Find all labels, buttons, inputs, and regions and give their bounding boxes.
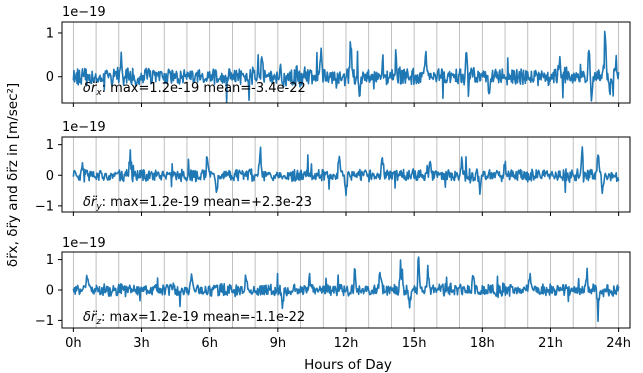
y-axis-label: δr̈x, δr̈y and δr̈z in [m/sec²] [5, 83, 21, 267]
x-tick-label: 18h [470, 336, 495, 351]
series-line-bottom [72, 256, 620, 323]
offset-label: 1e−19 [62, 120, 106, 135]
panels: 1 0 1e−19 δr̈x: max=1.2e-19 mean=-3.4e-22 1 0… [35, 5, 631, 332]
y-tick-label: 1 [46, 138, 54, 153]
x-axis-label: Hours of Day [304, 357, 392, 373]
x-tick-label: 21h [538, 336, 563, 351]
x-tick-label: 9h [270, 336, 287, 351]
panel-bottom: 1 0 −1 1e−19 δr̈z: max=1.2e-19 mean=-1.1e-22 [35, 236, 631, 332]
series-line-top [72, 30, 620, 104]
stats-annotation: δr̈y: max=1.2e-19 mean=+2.3e-23 [83, 195, 312, 212]
series-line-middle [72, 146, 620, 197]
y-tick-label: 0 [46, 70, 54, 85]
offset-label: 1e−19 [62, 236, 106, 251]
y-tick-label: 1 [46, 26, 54, 41]
y-tick-label: −1 [35, 199, 54, 214]
y-tick-label: 0 [46, 284, 54, 299]
x-tick-label: 15h [402, 336, 427, 351]
x-tick-label: 24h [606, 336, 631, 351]
x-tick-label: 12h [334, 336, 359, 351]
panel-top: 1 0 1e−19 δr̈x: max=1.2e-19 mean=-3.4e-22 [46, 5, 631, 107]
x-tick-label: 6h [201, 336, 218, 351]
x-axis-ticks: 0h 3h 6h 9h 12h 15h 18h 21h 24h [65, 336, 631, 351]
stats-annotation: δr̈x: max=1.2e-19 mean=-3.4e-22 [83, 81, 306, 98]
x-tick-label: 0h [65, 336, 82, 351]
offset-label: 1e−19 [62, 5, 106, 20]
y-tick-label: −1 [35, 314, 54, 329]
y-tick-label: 1 [46, 253, 54, 268]
x-tick-label: 3h [133, 336, 150, 351]
stats-annotation: δr̈z: max=1.2e-19 mean=-1.1e-22 [83, 310, 305, 327]
y-tick-label: 0 [46, 169, 54, 184]
panel-middle: 1 0 −1 1e−19 δr̈y: max=1.2e-19 mean=+2.3e-23 [35, 120, 631, 216]
